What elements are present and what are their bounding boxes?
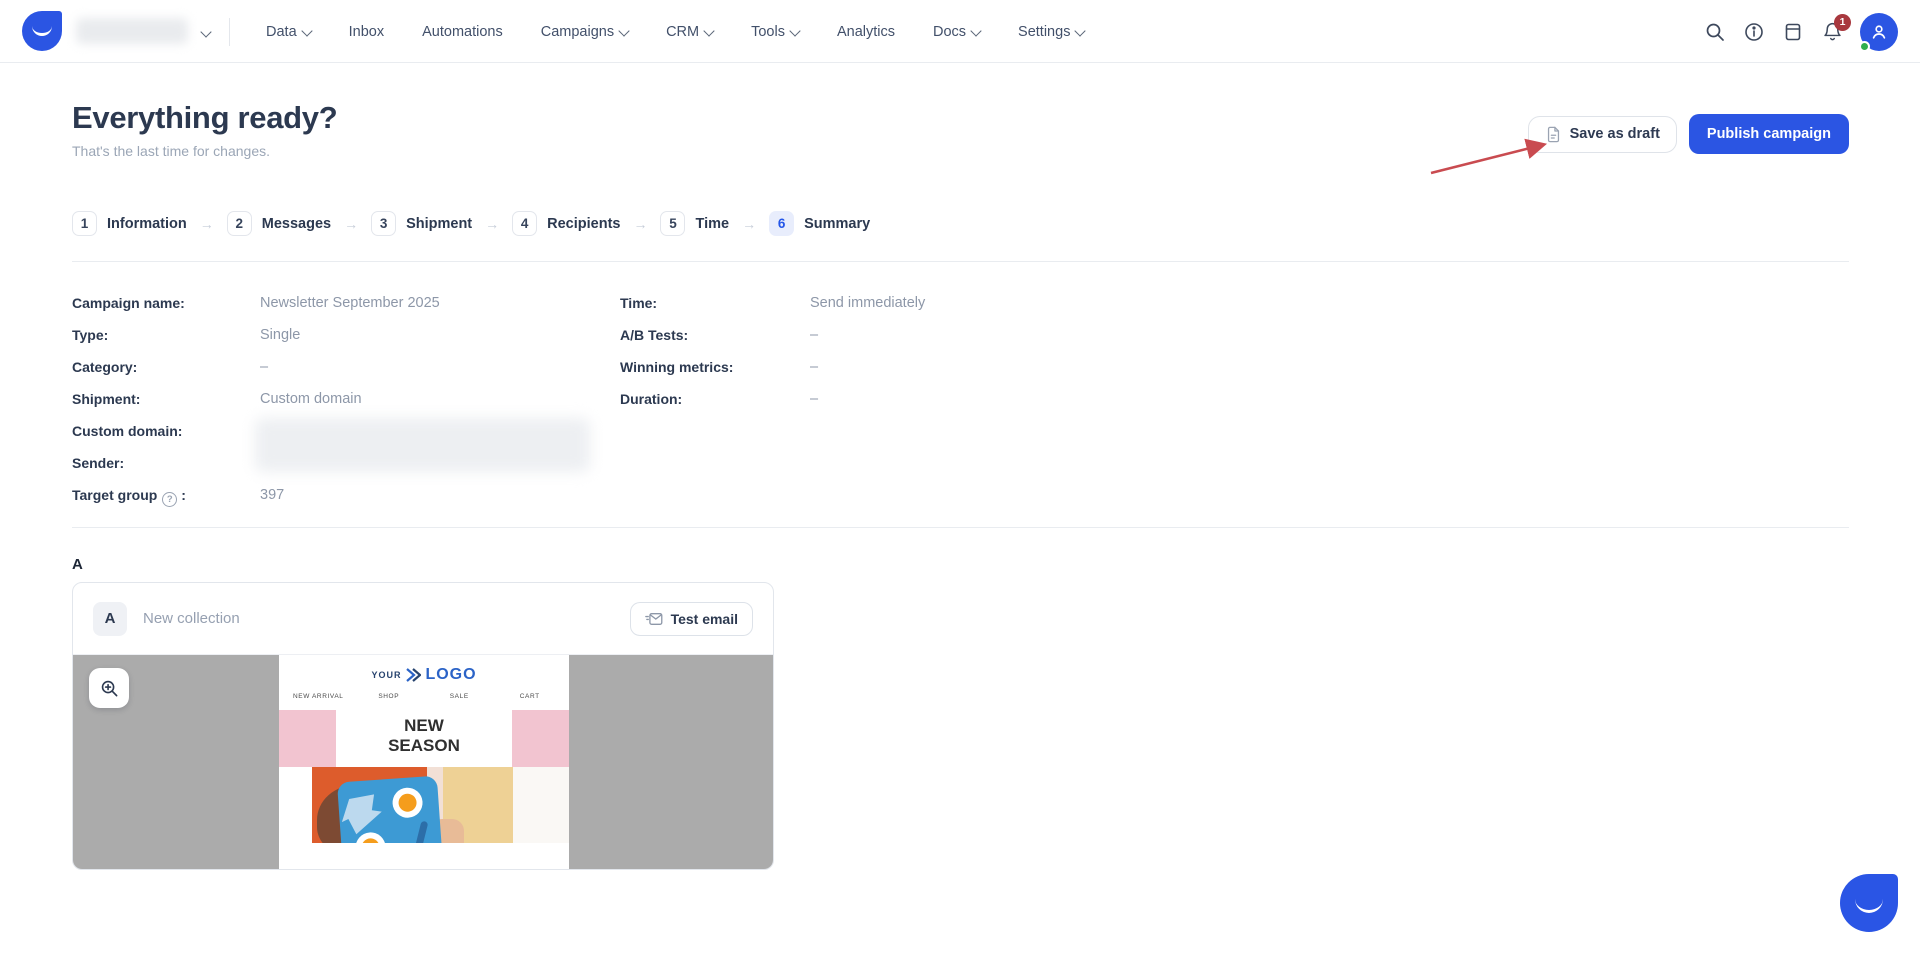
email-menu: NEW ARRIVAL SHOP SALE CART xyxy=(279,693,569,700)
email-menu-item: SHOP xyxy=(378,693,400,700)
step-information[interactable]: 1 Information xyxy=(72,211,187,236)
email-menu-item: SALE xyxy=(449,693,469,700)
page-subtitle: That's the last time for changes. xyxy=(72,143,270,159)
summary-label: Custom domain: xyxy=(72,423,183,439)
email-headline: NEW xyxy=(404,716,444,735)
nav-item-inbox[interactable]: Inbox xyxy=(348,23,385,40)
info-icon[interactable] xyxy=(1743,21,1765,43)
step-messages[interactable]: 2 Messages xyxy=(226,211,331,236)
summary-label: Category: xyxy=(72,359,138,375)
notification-count-badge: 1 xyxy=(1834,13,1851,31)
step-shipment[interactable]: 3 Shipment xyxy=(371,211,472,236)
magnifier-plus-icon xyxy=(101,680,117,696)
summary-label: Time: xyxy=(620,295,658,311)
send-email-icon xyxy=(644,612,662,625)
nav-item-data[interactable]: Data xyxy=(266,24,313,40)
step-arrow-icon: → xyxy=(199,215,214,232)
email-logo: YOUR LOGO xyxy=(371,666,477,683)
zoom-in-button[interactable] xyxy=(89,668,129,708)
step-arrow-icon: → xyxy=(742,215,757,232)
test-email-button[interactable]: Test email xyxy=(629,601,753,636)
message-name: New collection xyxy=(143,610,240,627)
summary-value: – xyxy=(810,359,819,375)
smile-icon xyxy=(1855,898,1883,913)
chevron-down-icon xyxy=(703,24,715,37)
variant-section-label: A xyxy=(72,556,83,573)
docs-book-icon[interactable] xyxy=(1782,21,1804,43)
email-hero-photo xyxy=(312,767,569,843)
brand-logo-icon[interactable] xyxy=(22,11,62,51)
nav-item-automations[interactable]: Automations xyxy=(422,23,503,40)
summary-value: Single xyxy=(260,327,301,343)
chevron-down-icon xyxy=(970,24,982,37)
pink-block xyxy=(279,710,336,767)
variant-badge: A xyxy=(93,601,127,636)
chevron-down-icon xyxy=(618,24,630,37)
step-arrow-icon: → xyxy=(344,215,359,232)
summary-value: Custom domain xyxy=(260,391,362,407)
help-icon[interactable]: ? xyxy=(162,492,178,507)
main-nav: Data Inbox Automations Campaigns CRM Too… xyxy=(266,0,1087,63)
notifications-bell-icon[interactable]: 1 xyxy=(1821,13,1851,43)
divider xyxy=(72,527,1849,528)
online-status-dot xyxy=(1859,40,1870,52)
nav-item-analytics[interactable]: Analytics xyxy=(836,23,895,40)
summary-label: Campaign name: xyxy=(72,295,185,311)
save-as-draft-button[interactable]: Save as draft xyxy=(1527,115,1677,153)
summary-value: Newsletter September 2025 xyxy=(260,295,440,311)
publish-campaign-button[interactable]: Publish campaign xyxy=(1688,114,1849,154)
step-time[interactable]: 5 Time xyxy=(660,211,729,236)
chevron-down-icon xyxy=(300,24,313,37)
summary-value: – xyxy=(810,391,819,407)
summary-label: Type: xyxy=(72,327,109,343)
email-headline: SEASON xyxy=(388,736,460,756)
annotation-arrow xyxy=(1430,138,1548,175)
summary-label: A/B Tests: xyxy=(620,327,689,343)
price-tag-illustration xyxy=(336,775,444,843)
summary-label: Duration: xyxy=(620,391,683,407)
wizard-steps: 1 Information → 2 Messages → 3 Shipment → 4… xyxy=(72,211,870,236)
summary-value: Send immediately xyxy=(810,295,926,311)
summary-label: Target group?: xyxy=(72,487,186,507)
topbar-divider xyxy=(229,18,230,46)
page-title: Everything ready? xyxy=(72,100,338,135)
summary-value: – xyxy=(810,327,819,343)
chat-widget-button[interactable] xyxy=(1840,874,1898,932)
email-preview: YOUR LOGO NEW ARRIVAL SHOP SALE CART NEW… xyxy=(73,655,773,869)
nav-item-settings[interactable]: Settings xyxy=(1018,24,1087,40)
email-menu-item: NEW ARRIVAL xyxy=(292,693,344,700)
summary-label: Winning metrics: xyxy=(620,359,734,375)
pink-block xyxy=(512,710,569,767)
redacted-value-blur xyxy=(255,418,590,472)
email-body: YOUR LOGO NEW ARRIVAL SHOP SALE CART NEW… xyxy=(279,655,569,869)
logo-chevrons-icon xyxy=(406,668,422,682)
search-icon[interactable] xyxy=(1704,21,1726,43)
workspace-name-redacted xyxy=(76,18,188,44)
step-recipients[interactable]: 4 Recipients xyxy=(512,211,620,236)
nav-item-crm[interactable]: CRM xyxy=(666,24,715,40)
summary-label: Shipment: xyxy=(72,391,141,407)
workspace-chevron-down-icon[interactable] xyxy=(196,25,212,43)
divider xyxy=(72,261,1849,262)
nav-item-tools[interactable]: Tools xyxy=(751,24,801,40)
summary-label: Sender: xyxy=(72,455,125,471)
variant-card: A New collection Test email YOUR LOGO NE… xyxy=(72,582,774,870)
top-navigation-bar: Data Inbox Automations Campaigns CRM Too… xyxy=(0,0,1920,63)
user-avatar[interactable] xyxy=(1859,12,1898,52)
tag-arrow-icon xyxy=(341,794,382,835)
summary-value: 397 xyxy=(260,487,285,503)
step-arrow-icon: → xyxy=(485,215,500,232)
chevron-down-icon xyxy=(1074,24,1087,37)
step-summary-active[interactable]: 6 Summary xyxy=(769,211,870,236)
nav-item-campaigns[interactable]: Campaigns xyxy=(541,24,630,40)
step-arrow-icon: → xyxy=(633,215,648,232)
chevron-down-icon xyxy=(789,24,801,37)
person-icon xyxy=(1872,24,1886,39)
summary-value: – xyxy=(260,359,269,375)
document-icon xyxy=(1547,126,1559,142)
nav-item-docs[interactable]: Docs xyxy=(933,24,982,40)
email-hero: NEW SEASON xyxy=(279,710,569,767)
email-menu-item: CART xyxy=(519,693,540,700)
